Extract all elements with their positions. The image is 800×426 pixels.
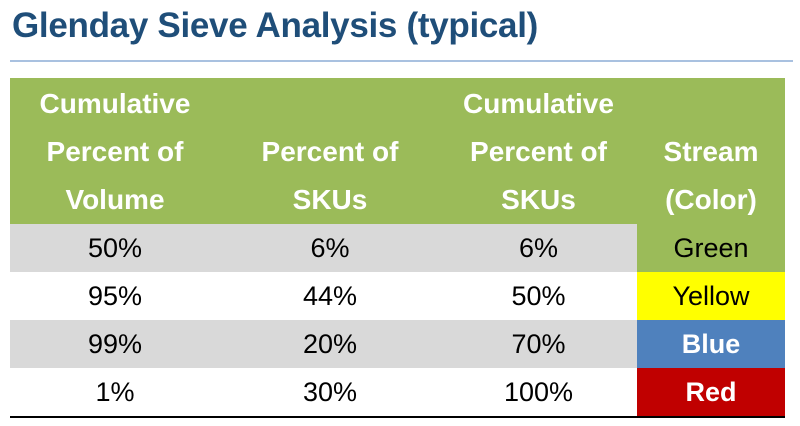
title: Glenday Sieve Analysis (typical): [12, 6, 538, 45]
value-cell: 70%: [440, 320, 637, 368]
header-row: Cumulative Percent of Volume Percent of SKUs…: [10, 78, 785, 224]
value-cell: 50%: [10, 224, 220, 272]
header-line: Cumulative: [39, 88, 191, 119]
stream-cell: Red: [637, 368, 785, 418]
header-line: Percent of: [46, 136, 184, 167]
table-header: Cumulative Percent of Volume Percent of SKUs…: [10, 78, 785, 224]
value-cell: 6%: [440, 224, 637, 272]
table-row: 95% 44% 50% Yellow: [10, 272, 785, 320]
sieve-table: Cumulative Percent of Volume Percent of SKUs…: [10, 78, 785, 418]
column-header: Cumulative Percent of Volume: [10, 78, 220, 224]
stream-cell: Blue: [637, 320, 785, 368]
value-cell: 20%: [220, 320, 440, 368]
column-header: Cumulative Percent of SKUs: [440, 78, 637, 224]
header-line: SKUs: [292, 184, 368, 215]
table-row: 50% 6% 6% Green: [10, 224, 785, 272]
column-header: Percent of SKUs: [220, 78, 440, 224]
stream-cell: Green: [637, 224, 785, 272]
value-cell: 50%: [511, 280, 566, 311]
header-line: SKUs: [501, 184, 576, 215]
header-line: Percent of: [261, 136, 399, 167]
table-body: 50% 6% 6% Green 95% 44% 50% Yellow 99% 20% 70% Blue…: [10, 224, 785, 418]
value-cell: 30%: [220, 368, 440, 418]
header-line: Stream: [663, 136, 759, 167]
value-cell: 95%: [87, 280, 143, 311]
value-cell: 1%: [10, 368, 220, 418]
header-line: Volume: [65, 184, 165, 215]
header-line: Cumulative: [463, 88, 614, 119]
value-cell: 100%: [440, 368, 637, 418]
value-cell: 6%: [220, 224, 440, 272]
column-header: Stream (Color): [637, 78, 785, 224]
stream-cell: Yellow: [637, 272, 785, 320]
value-cell: 44%: [302, 280, 358, 311]
value-cell: 99%: [10, 320, 220, 368]
table-row: 1% 30% 100% Red: [10, 368, 785, 418]
header-line: (Color): [665, 184, 757, 215]
title-rule: [10, 60, 793, 62]
table-row: 99% 20% 70% Blue: [10, 320, 785, 368]
header-line: Percent of: [470, 136, 607, 167]
